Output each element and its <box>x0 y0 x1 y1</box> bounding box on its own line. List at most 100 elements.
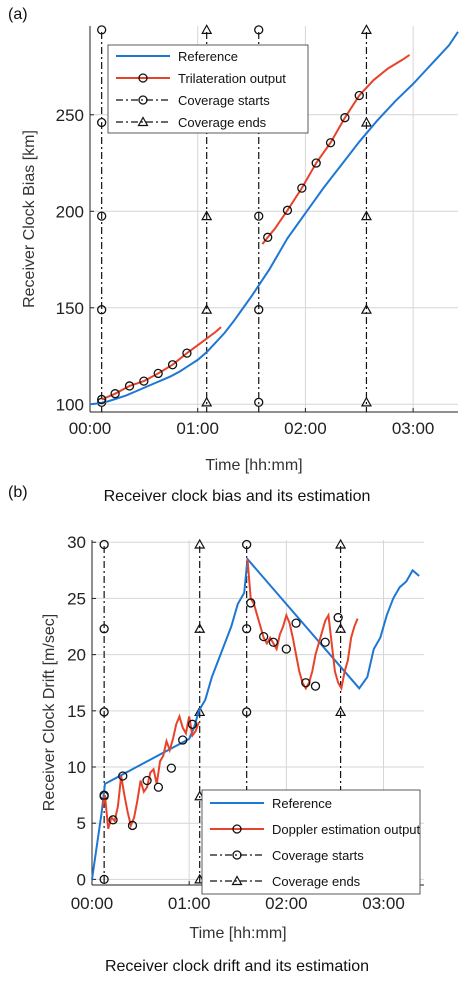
y-tick-label: 100 <box>56 395 84 414</box>
estimate-line <box>101 713 200 830</box>
coverage-start-marker <box>254 305 264 315</box>
coverage-end-marker <box>360 116 372 127</box>
coverage-end-marker <box>194 623 206 633</box>
coverage-end-marker <box>360 24 372 34</box>
estimate-marker <box>301 678 311 688</box>
y-tick-label: 30 <box>67 533 86 552</box>
caption-a: Receiver clock bias and its estimation <box>103 488 371 505</box>
x-axis-label: Time [hh:mm] <box>205 457 302 474</box>
coverage-end-marker <box>201 24 213 34</box>
coverage-start-marker <box>97 305 107 315</box>
estimate-marker <box>340 113 350 123</box>
estimate-marker <box>153 782 164 792</box>
estimate-marker <box>311 158 321 168</box>
estimate-marker <box>310 681 321 691</box>
reference-line <box>91 556 420 880</box>
coverage-start-marker <box>97 117 107 128</box>
x-tick-label: 01:00 <box>168 894 211 913</box>
estimate-line <box>261 54 411 245</box>
y-tick-label: 20 <box>67 646 86 665</box>
estimate-marker <box>263 232 273 242</box>
estimate-marker <box>246 598 256 608</box>
estimate-marker <box>178 735 188 745</box>
legend: Reference Doppler estimation output Covera… <box>201 789 421 895</box>
estimate-marker <box>97 394 107 405</box>
legend-box <box>107 44 309 134</box>
chart-1: 00:00 01:00 02:00 03:00 0 5 10 15 20 25 30 Time [hh… <box>41 533 424 942</box>
panel-a-label: (a) <box>8 6 28 23</box>
estimate-marker <box>325 138 336 148</box>
legend-label: Reference <box>178 49 238 64</box>
estimate-marker <box>291 618 301 628</box>
caption-b: Receiver clock drift and its estimation <box>104 958 370 975</box>
coverage-end-marker <box>194 538 206 549</box>
coverage-start-marker <box>97 25 107 35</box>
legend-marker-end <box>231 875 243 886</box>
coverage-end-marker <box>335 706 347 717</box>
legend: Reference Trilateration output Coverage st… <box>107 44 309 134</box>
x-tick-label: 02:00 <box>284 419 327 438</box>
estimate-marker <box>187 719 198 729</box>
x-tick-label: 00:00 <box>71 894 114 913</box>
coverage-start-marker <box>254 25 264 35</box>
coverage-end-marker <box>360 303 372 314</box>
estimate-marker <box>333 612 343 623</box>
coverage-start-marker <box>242 624 252 634</box>
legend-label: Coverage starts <box>272 848 364 863</box>
estimate-line <box>101 326 222 401</box>
estimate-marker <box>108 815 118 825</box>
estimate-marker <box>320 637 330 647</box>
legend-marker-start <box>232 850 242 860</box>
legend-label: Coverage starts <box>178 93 270 108</box>
y-tick-label: 5 <box>77 814 86 833</box>
x-tick-label: 03:00 <box>392 419 435 438</box>
coverage-end-marker <box>201 210 213 221</box>
estimate-line <box>246 559 359 692</box>
legend-marker-start <box>138 95 148 105</box>
y-axis-label: Receiver Clock Drift [m/sec] <box>41 614 58 811</box>
panel-b-label: (b) <box>8 484 28 501</box>
legend-label: Doppler estimation output <box>272 822 421 837</box>
estimate-marker <box>166 763 177 773</box>
estimate-marker <box>110 389 120 399</box>
coverage-start-marker <box>242 539 252 550</box>
coverage-start-marker <box>242 707 252 717</box>
coverage-start-marker <box>254 211 264 221</box>
coverage-start-marker <box>99 539 109 550</box>
legend-box <box>201 789 421 895</box>
coverage-end-marker <box>360 396 372 407</box>
y-tick-label: 15 <box>67 702 86 721</box>
estimate-marker <box>99 790 109 800</box>
y-tick-label: 150 <box>56 299 84 318</box>
estimate-marker <box>354 90 364 101</box>
legend-label: Reference <box>272 796 332 811</box>
coverage-end-marker <box>360 210 372 221</box>
estimate-marker <box>167 360 178 370</box>
legend-label: Coverage ends <box>272 874 361 889</box>
estimate-marker <box>118 771 128 781</box>
estimate-marker <box>282 205 293 215</box>
coverage-start-marker <box>99 707 109 717</box>
x-tick-label: 01:00 <box>176 419 219 438</box>
y-tick-label: 25 <box>67 589 86 608</box>
estimate-marker <box>127 820 138 831</box>
estimate-marker <box>142 775 152 786</box>
coverage-start-marker <box>97 211 107 221</box>
coverage-end-marker <box>194 706 206 717</box>
x-tick-label: 03:00 <box>362 894 405 913</box>
estimate-marker <box>153 368 163 379</box>
legend-marker-end <box>137 116 149 127</box>
coverage-end-marker <box>335 538 347 549</box>
legend-label: Trilateration output <box>178 71 286 86</box>
estimate-marker <box>182 348 192 358</box>
legend-marker-estimate <box>232 824 242 834</box>
coverage-end-marker <box>335 623 347 633</box>
coverage-end-marker <box>201 396 213 407</box>
y-axis-label: Receiver Clock Bias [km] <box>21 130 38 308</box>
coverage-start-marker <box>99 624 109 634</box>
y-tick-label: 0 <box>77 870 86 889</box>
x-tick-label: 00:00 <box>69 419 112 438</box>
estimate-marker <box>297 183 307 193</box>
x-axis-label: Time [hh:mm] <box>189 925 286 942</box>
